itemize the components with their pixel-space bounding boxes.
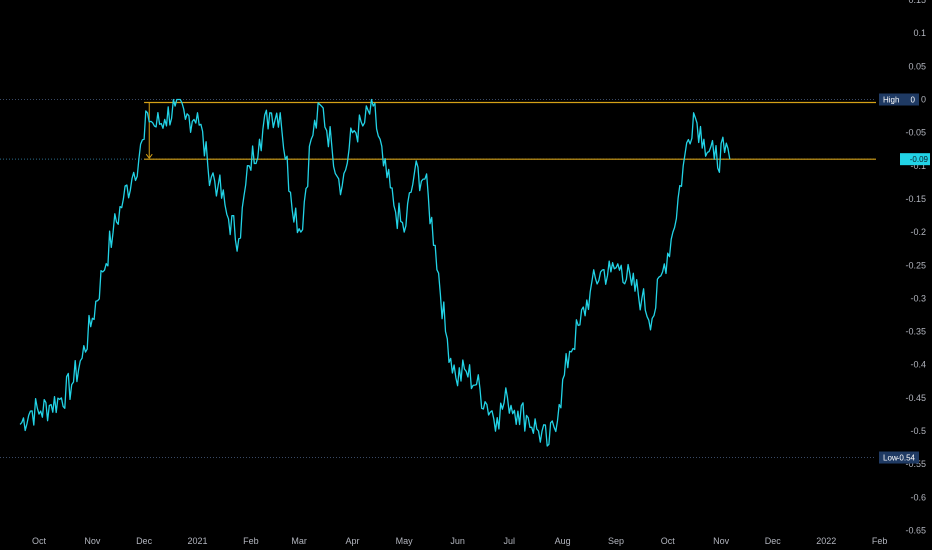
x-tick-label: Oct [32,536,47,546]
x-tick-label: Feb [243,536,259,546]
y-tick-label: -0.05 [905,128,926,138]
y-tick-label: 0 [921,95,926,105]
y-tick-label: -0.5 [910,426,926,436]
x-tick-label: Mar [291,536,307,546]
y-tick-label: -0.45 [905,393,926,403]
low-tag-label: Low [883,454,898,463]
low-tag-value: -0.54 [897,454,916,463]
current-tag-value: -0.09 [910,155,929,164]
series-layer [19,98,731,447]
y-axis: 0.15 0.1 0.05 0 -0.05 -0.1 -0.15 -0.2 -0.25 -0.3 -… [905,0,926,535]
x-tick-label: Dec [765,536,782,546]
measure-arrow-head [145,153,153,160]
x-tick-label: Nov [84,536,101,546]
y-tick-label: -0.35 [905,327,926,337]
high-tag-label: High [883,96,899,105]
price-tags: High 0 -0.09 Low -0.54 [879,93,930,464]
y-tick-label: -0.2 [910,227,926,237]
x-tick-label: Dec [136,536,153,546]
x-tick-label: 2021 [187,536,207,546]
x-tick-label: May [396,536,414,546]
x-tick-label: Jul [504,536,516,546]
y-tick-label: -0.15 [905,194,926,204]
y-tick-label: -0.6 [910,492,926,502]
y-tick-label: 0.05 [908,61,926,71]
y-tick-label: -0.55 [905,459,926,469]
x-tick-label: 2022 [816,536,836,546]
x-tick-label: Feb [872,536,888,546]
x-tick-label: Aug [555,536,571,546]
y-tick-label: -0.3 [910,293,926,303]
low-tag-box [879,451,919,464]
current-tag-box [900,153,930,166]
high-tag-value: 0 [911,96,916,105]
y-tick-label: -0.65 [905,525,926,535]
y-tick-label: -0.25 [905,260,926,270]
x-tick-label: Oct [661,536,676,546]
x-tick-label: Nov [713,536,730,546]
x-tick-label: Apr [346,536,360,546]
y-tick-label: 0.15 [908,0,926,5]
guide-lines [0,99,876,459]
y-tick-label: -0.1 [910,161,926,171]
series-line[interactable] [19,98,731,447]
y-tick-label: 0.1 [913,28,926,38]
x-tick-label: Sep [608,536,624,546]
x-tick-label: Jun [450,536,465,546]
high-tag-box [879,93,919,106]
y-tick-label: -0.4 [910,360,926,370]
x-axis: Oct Nov Dec 2021 Feb Mar Apr May Jun Jul Aug Sep Oct… [32,536,887,546]
